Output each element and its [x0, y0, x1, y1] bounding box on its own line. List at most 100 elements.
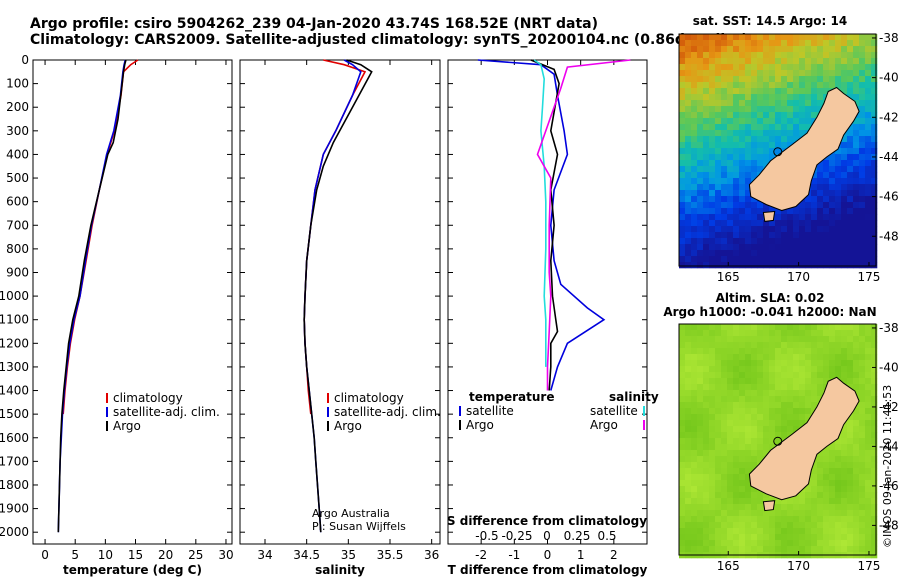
sst-map-cell — [715, 112, 722, 119]
sst-map-cell — [727, 226, 734, 233]
sst-map-cell — [715, 262, 722, 269]
sst-map-cell — [805, 250, 812, 257]
sst-map-cell — [847, 214, 854, 221]
sst-map-cell — [733, 118, 740, 125]
sst-map-cell — [865, 208, 872, 215]
sst-map-cell — [763, 82, 770, 89]
sst-map-cell — [721, 250, 728, 257]
sla-map-cell — [697, 450, 704, 457]
sla-map-cell — [829, 456, 836, 463]
sst-map-cell — [697, 256, 704, 263]
sla-map-cell — [763, 420, 770, 427]
sla-map-cell — [811, 492, 818, 499]
sst-map-cell — [739, 214, 746, 221]
sst-map-cell — [835, 244, 842, 251]
sst-map-cell — [691, 214, 698, 221]
sla-map-cell — [721, 462, 728, 469]
sla-map-cell — [835, 498, 842, 505]
sst-map-cell — [859, 256, 866, 263]
sla-map-cell — [685, 486, 692, 493]
sla-map-cell — [691, 438, 698, 445]
sst-map-cell — [847, 40, 854, 47]
sla-map-cell — [691, 420, 698, 427]
sla-map-cell — [703, 414, 710, 421]
sla-map-cell — [721, 468, 728, 475]
sst-map-cell — [871, 76, 878, 83]
sla-map-cell — [853, 522, 860, 529]
sst-map-cell — [847, 142, 854, 149]
sst-map-cell — [835, 82, 842, 89]
sst-map-cell — [679, 82, 686, 89]
sst-map-cell — [769, 154, 776, 161]
sla-map-cell — [691, 432, 698, 439]
sla-map-cell — [763, 444, 770, 451]
sla-map-cell — [697, 384, 704, 391]
sst-map-cell — [691, 154, 698, 161]
sst-map-cell — [769, 34, 776, 41]
sla-map-cell — [871, 366, 878, 373]
sla-map-cell — [871, 372, 878, 379]
sst-map-cell — [769, 256, 776, 263]
sst-map-cell — [769, 262, 776, 269]
sla-map-cell — [751, 432, 758, 439]
sla-map-cell — [841, 330, 848, 337]
sla-map-cell — [847, 324, 854, 331]
sla-map-cell — [859, 504, 866, 511]
sst-map-cell — [715, 52, 722, 59]
sst-map-cell — [817, 94, 824, 101]
sla-map-cell — [835, 438, 842, 445]
sla-map-cell — [871, 510, 878, 517]
sst-map-cell — [865, 172, 872, 179]
sla-map-cell — [679, 498, 686, 505]
sst-map-cell — [709, 142, 716, 149]
salinity-xtick-label: 34 — [257, 548, 272, 562]
sla-map-cell — [727, 492, 734, 499]
sst-map-cell — [787, 106, 794, 113]
sst-map-cell — [679, 94, 686, 101]
sst-map-cell — [769, 208, 776, 215]
sst-map-cell — [685, 34, 692, 41]
sla-map-cell — [799, 534, 806, 541]
sla-map-cell — [799, 372, 806, 379]
sst-map-cell — [787, 136, 794, 143]
sla-map-cell — [853, 456, 860, 463]
sla-map-cell — [727, 450, 734, 457]
sla-map-cell — [823, 336, 830, 343]
sst-map-cell — [871, 226, 878, 233]
sst-map-cell — [763, 238, 770, 245]
sla-map-cell — [781, 504, 788, 511]
sst-map-cell — [799, 76, 806, 83]
sst-map-cell — [871, 220, 878, 227]
sla-map-cell — [775, 360, 782, 367]
sla-map-cell — [739, 504, 746, 511]
sla-map-cell — [853, 426, 860, 433]
sla-map-cell — [721, 426, 728, 433]
sla-map-cell — [769, 324, 776, 331]
sla-map-cell — [835, 450, 842, 457]
sla-map-cell — [745, 468, 752, 475]
sst-map-cell — [697, 64, 704, 71]
sst-map-cell — [745, 100, 752, 107]
sla-map-cell — [685, 402, 692, 409]
sst-map-cell — [685, 154, 692, 161]
sla-map-cell — [739, 498, 746, 505]
sst-map-cell — [859, 64, 866, 71]
sst-map-cell — [811, 40, 818, 47]
salinity-annotation: Argo Australia — [312, 507, 390, 520]
sla-map-cell — [817, 396, 824, 403]
sst-map-cell — [685, 70, 692, 77]
sst-map-cell — [733, 256, 740, 263]
sst-map-cell — [829, 214, 836, 221]
sst-map-cell — [727, 166, 734, 173]
sst-map-cell — [709, 82, 716, 89]
sla-map-cell — [739, 444, 746, 451]
sla-map-cell — [721, 342, 728, 349]
sla-map-cell — [817, 534, 824, 541]
sst-map-cell — [757, 244, 764, 251]
sla-map-cell — [679, 450, 686, 457]
sla-map-cell — [793, 522, 800, 529]
sla-map-cell — [709, 438, 716, 445]
sst-map-cell — [829, 64, 836, 71]
sst-map-cell — [679, 214, 686, 221]
sla-map-cell — [841, 324, 848, 331]
